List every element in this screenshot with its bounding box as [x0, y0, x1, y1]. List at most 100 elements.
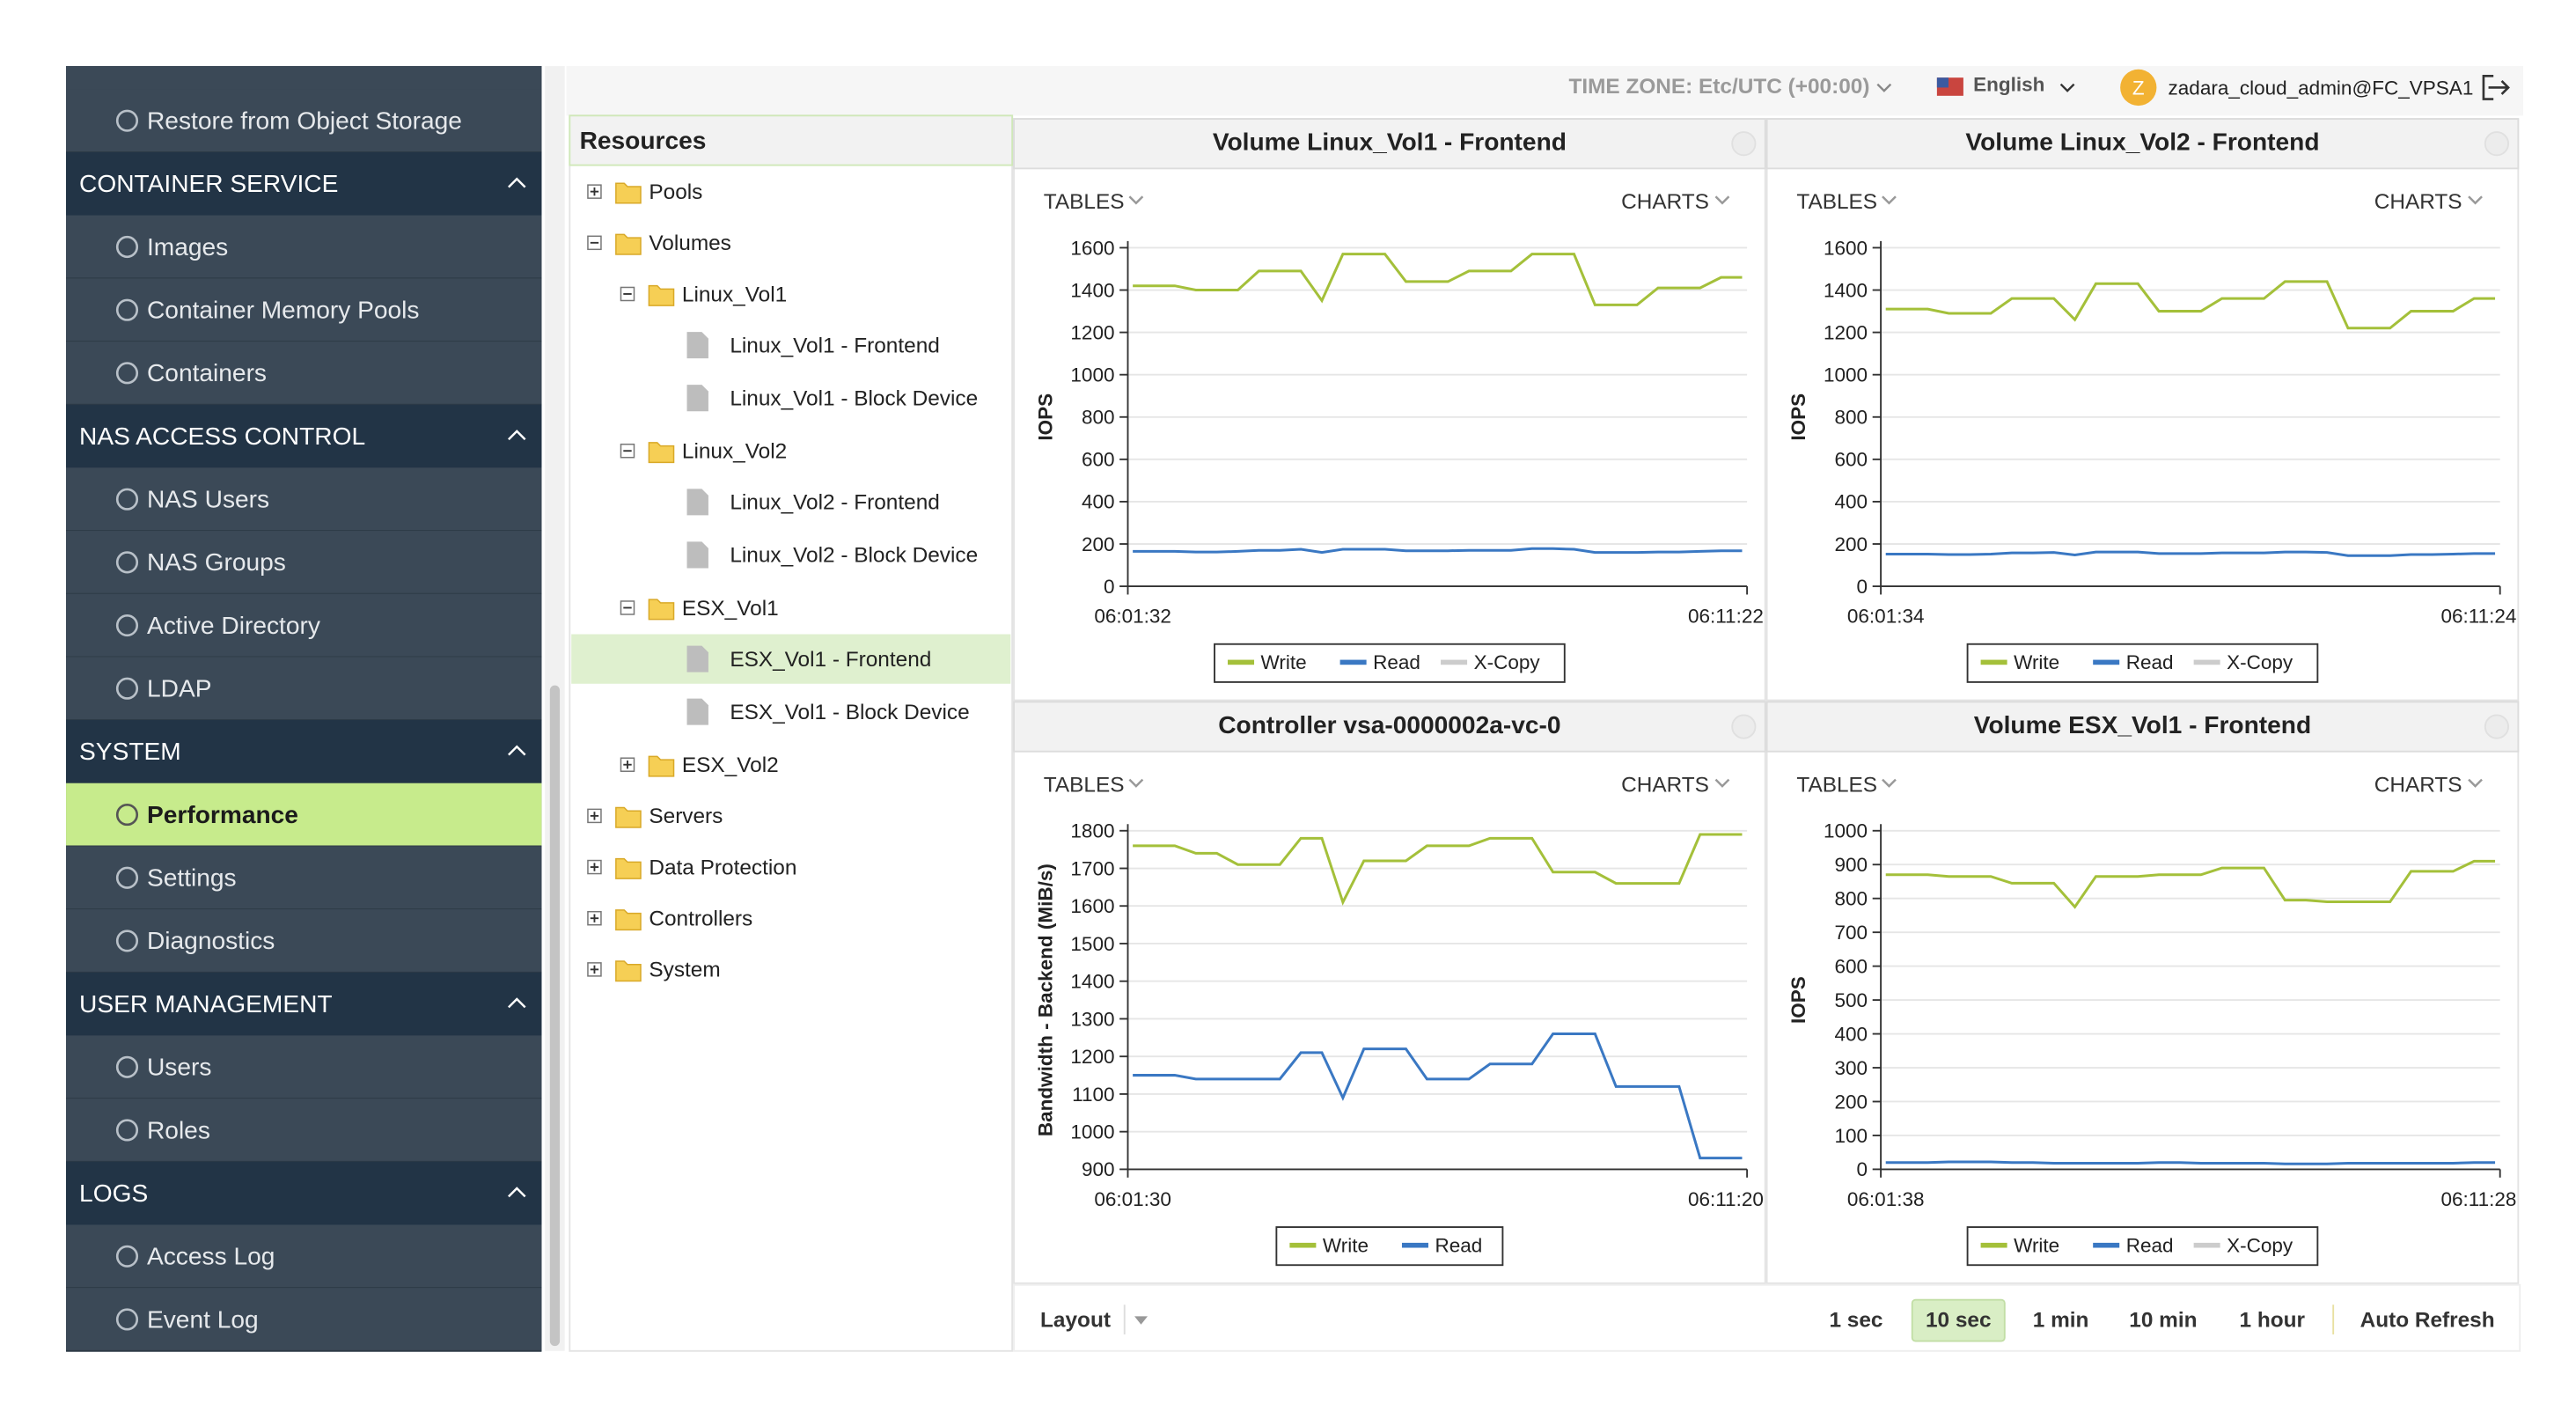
tree-label[interactable]: Pools: [649, 180, 702, 204]
menu-item-label[interactable]: Containers: [147, 359, 267, 386]
tree-label[interactable]: Servers: [649, 805, 723, 828]
active-menu-item[interactable]: [66, 783, 542, 847]
logout-icon[interactable]: [2482, 74, 2510, 100]
time-button[interactable]: 1 sec: [1829, 1308, 1882, 1332]
charts-menu[interactable]: CHARTS: [1621, 190, 1709, 214]
menu-item-label[interactable]: Access Log: [147, 1243, 275, 1270]
section-title[interactable]: LOGS: [79, 1180, 148, 1207]
chart-title-bar: [1765, 701, 2520, 753]
section-title[interactable]: NAS ACCESS CONTROL: [79, 423, 365, 450]
y-tick-label: 600: [1835, 449, 1868, 471]
legend-label[interactable]: X-Copy: [2227, 1235, 2293, 1257]
charts-menu[interactable]: CHARTS: [2374, 774, 2462, 797]
legend-label[interactable]: Write: [1323, 1235, 1369, 1257]
menu-item-label[interactable]: Images: [147, 233, 228, 261]
menu-item-label[interactable]: NAS Users: [147, 486, 269, 513]
menu-item-label[interactable]: Settings: [147, 864, 237, 892]
scrollbar-thumb: [549, 685, 561, 1347]
close-icon[interactable]: [1731, 714, 1757, 739]
tree-label[interactable]: Linux_Vol1: [682, 283, 787, 306]
tree-label[interactable]: ESX_Vol1 - Frontend: [730, 648, 931, 672]
auto-refresh[interactable]: Auto Refresh: [2360, 1308, 2495, 1332]
legend-label[interactable]: Write: [2014, 1235, 2059, 1257]
menu-item[interactable]: [66, 1224, 542, 1289]
menu-item[interactable]: [66, 531, 542, 594]
section-header[interactable]: [66, 404, 542, 468]
legend-label[interactable]: X-Copy: [1474, 651, 1541, 673]
menu-item[interactable]: [66, 846, 542, 910]
tree-label[interactable]: Volumes: [649, 231, 731, 255]
time-button[interactable]: 1 min: [2033, 1308, 2089, 1332]
menu-item[interactable]: [66, 909, 542, 973]
user-name[interactable]: zadara_cloud_admin@FC_VPSA1: [2169, 77, 2474, 99]
menu-icon: [115, 614, 139, 637]
tables-menu[interactable]: TABLES: [1796, 190, 1877, 214]
charts-menu[interactable]: CHARTS: [1621, 774, 1709, 797]
menu-item-label[interactable]: LDAP: [147, 675, 211, 702]
menu-item-label[interactable]: Container Memory Pools: [147, 296, 420, 323]
menu-item[interactable]: [66, 342, 542, 405]
charts-menu[interactable]: CHARTS: [2374, 190, 2462, 214]
menu-item[interactable]: [66, 89, 542, 152]
menu-item[interactable]: [66, 593, 542, 658]
layout-caret[interactable]: [1134, 1316, 1149, 1325]
section-header[interactable]: [66, 972, 542, 1036]
legend-label[interactable]: Read: [2126, 651, 2174, 673]
menu-item[interactable]: [66, 278, 542, 342]
layout-menu[interactable]: Layout: [1040, 1308, 1111, 1332]
legend-label[interactable]: Write: [2014, 651, 2059, 673]
section-header[interactable]: [66, 151, 542, 216]
legend-label[interactable]: Write: [1261, 651, 1307, 673]
close-icon[interactable]: [1731, 131, 1757, 157]
time-button[interactable]: 10 sec: [1926, 1308, 1992, 1332]
time-button[interactable]: 10 min: [2129, 1308, 2197, 1332]
menu-item[interactable]: [66, 1288, 542, 1351]
timezone[interactable]: TIME ZONE: Etc/UTC (+00:00): [1568, 75, 1869, 99]
tree-label[interactable]: ESX_Vol1: [682, 597, 779, 621]
tree-label[interactable]: Controllers: [649, 908, 752, 931]
folder-icon: [615, 233, 642, 255]
close-icon[interactable]: [2484, 131, 2510, 157]
tree-label[interactable]: System: [649, 959, 720, 982]
tree-label[interactable]: Linux_Vol2: [682, 440, 787, 464]
menu-item[interactable]: [66, 215, 542, 279]
tree-label[interactable]: Linux_Vol1 - Block Device: [730, 386, 978, 410]
legend-label[interactable]: Read: [1435, 1235, 1482, 1257]
legend-label[interactable]: X-Copy: [2227, 651, 2293, 673]
tree-label[interactable]: Linux_Vol1 - Frontend: [730, 334, 939, 357]
timezone-dropdown: [1876, 83, 1892, 92]
menu-item-label[interactable]: NAS Groups: [147, 548, 286, 576]
menu-item-label[interactable]: Performance: [147, 801, 298, 828]
menu-item-label[interactable]: Active Directory: [147, 612, 320, 639]
time-button[interactable]: 1 hour: [2240, 1308, 2306, 1332]
tables-menu[interactable]: TABLES: [1044, 774, 1125, 797]
tree-label[interactable]: Data Protection: [649, 856, 796, 879]
tree-label[interactable]: ESX_Vol1 - Block Device: [730, 701, 969, 724]
menu-item[interactable]: [66, 657, 542, 721]
menu-item-label[interactable]: Users: [147, 1054, 211, 1081]
y-axis-label: IOPS: [1787, 393, 1809, 441]
y-tick-label: 0: [1857, 576, 1868, 598]
menu-item[interactable]: [66, 467, 542, 532]
active-time-button[interactable]: [1911, 1298, 2006, 1342]
legend-label[interactable]: Read: [1373, 651, 1420, 673]
tables-menu[interactable]: TABLES: [1796, 774, 1877, 797]
language[interactable]: English: [1973, 74, 2044, 96]
section-header[interactable]: [66, 1161, 542, 1225]
menu-item[interactable]: [66, 1035, 542, 1099]
section-title[interactable]: SYSTEM: [79, 738, 181, 765]
section-title[interactable]: CONTAINER SERVICE: [79, 170, 338, 197]
menu-item[interactable]: [66, 1099, 542, 1162]
close-icon[interactable]: [2484, 714, 2510, 739]
tree-label[interactable]: Linux_Vol2 - Frontend: [730, 491, 939, 515]
section-title[interactable]: USER MANAGEMENT: [79, 990, 333, 1018]
tree-label[interactable]: ESX_Vol2: [682, 753, 779, 777]
tree-label[interactable]: Linux_Vol2 - Block Device: [730, 544, 978, 568]
menu-item-label[interactable]: Diagnostics: [147, 927, 275, 954]
legend-label[interactable]: Read: [2126, 1235, 2174, 1257]
section-header[interactable]: [66, 720, 542, 783]
menu-item-label[interactable]: Restore from Object Storage: [147, 107, 462, 134]
menu-item-label[interactable]: Event Log: [147, 1305, 259, 1333]
tables-menu[interactable]: TABLES: [1044, 190, 1125, 214]
menu-item-label[interactable]: Roles: [147, 1116, 210, 1143]
